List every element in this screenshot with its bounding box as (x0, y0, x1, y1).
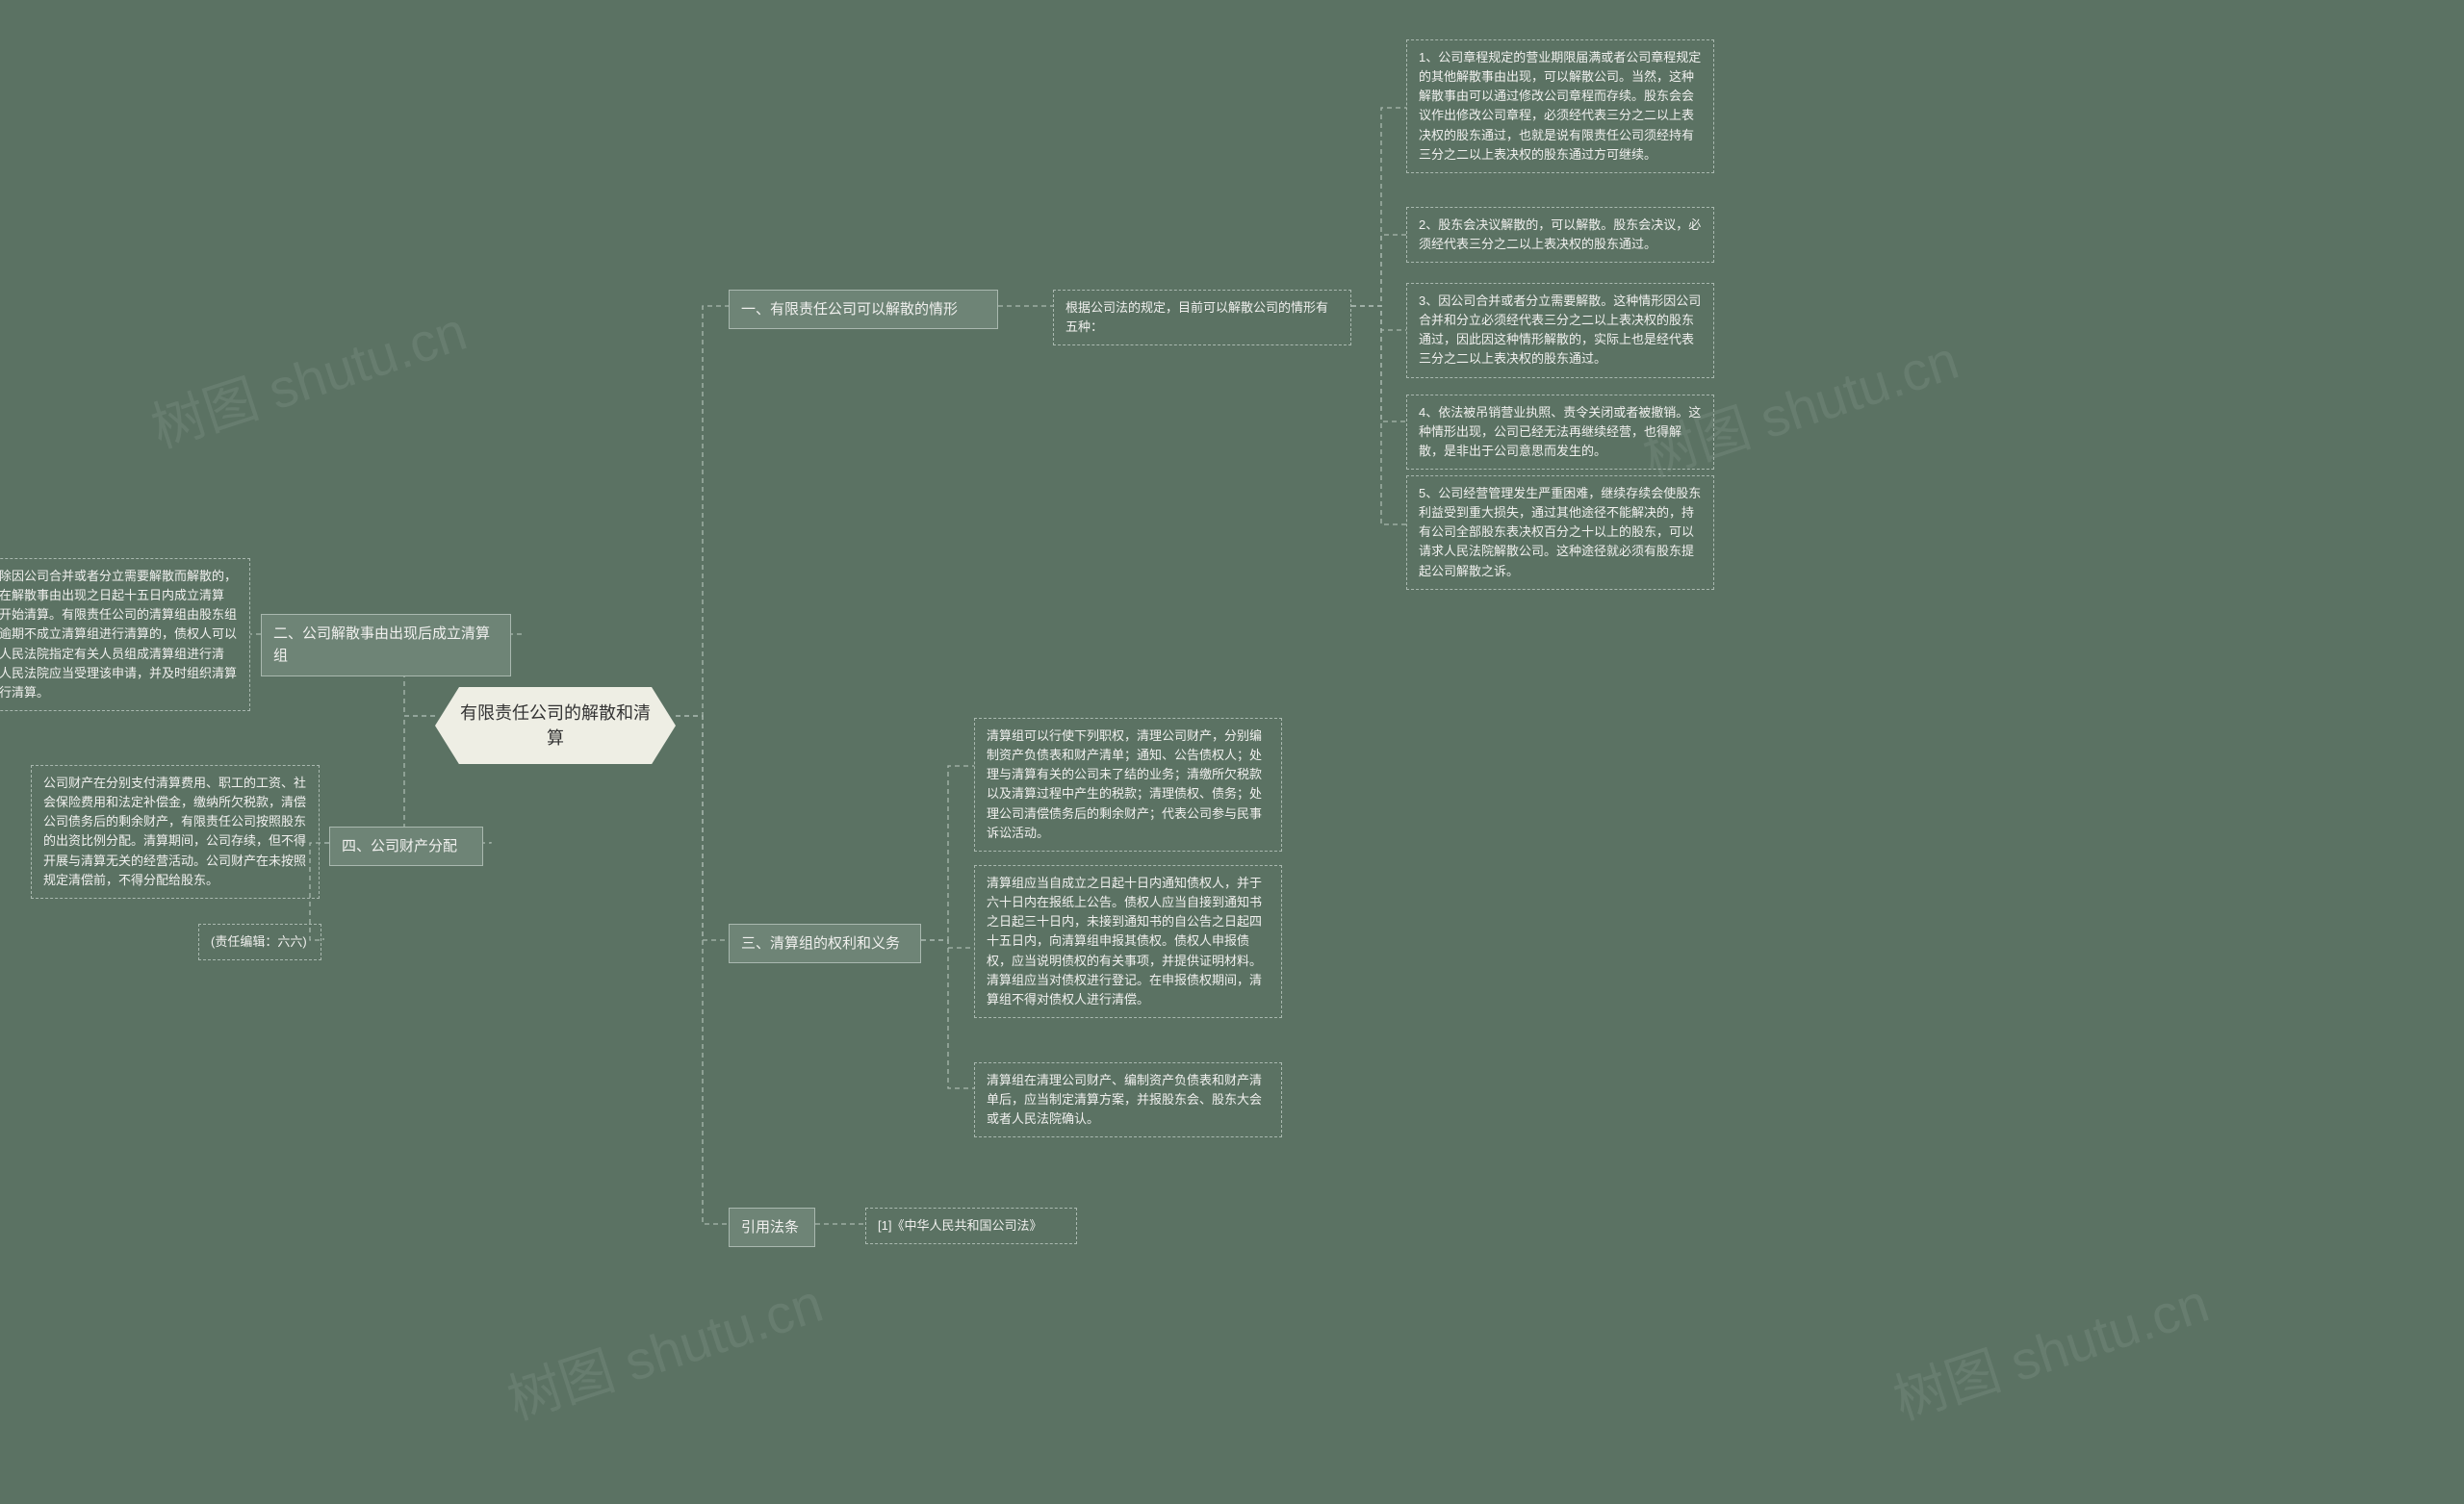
watermark: 树图 shutu.cn (141, 289, 475, 464)
leaf-three-3: 清算组在清理公司财产、编制资产负债表和财产清单后，应当制定清算方案，并报股东会、… (974, 1062, 1282, 1137)
leaf-two: 公司除因公司合并或者分立需要解散而解散的，应当在解散事由出现之日起十五日内成立清… (0, 558, 250, 711)
leaf-three-1: 清算组可以行使下列职权，清理公司财产，分别编制资产负债表和财产清单；通知、公告债… (974, 718, 1282, 852)
leaf-four-2: (责任编辑：六六) (198, 924, 321, 960)
watermark: 树图 shutu.cn (1883, 1261, 2218, 1436)
branch-two: 二、公司解散事由出现后成立清算组 (261, 614, 511, 676)
root-node: 有限责任公司的解散和清算 (435, 687, 676, 764)
leaf-one-2: 2、股东会决议解散的，可以解散。股东会决议，必须经代表三分之二以上表决权的股东通… (1406, 207, 1714, 263)
leaf-one-5: 5、公司经营管理发生严重困难，继续存续会使股东利益受到重大损失，通过其他途径不能… (1406, 475, 1714, 590)
leaf-ref-1: [1]《中华人民共和国公司法》 (865, 1208, 1077, 1244)
leaf-one-3: 3、因公司合并或者分立需要解散。这种情形因公司合并和分立必须经代表三分之二以上表… (1406, 283, 1714, 378)
leaf-one-4: 4、依法被吊销营业执照、责令关闭或者被撤销。这种情形出现，公司已经无法再继续经营… (1406, 395, 1714, 470)
branch-three: 三、清算组的权利和义务 (729, 924, 921, 963)
leaf-three-2: 清算组应当自成立之日起十日内通知债权人，并于六十日内在报纸上公告。债权人应当自接… (974, 865, 1282, 1018)
watermark: 树图 shutu.cn (497, 1261, 832, 1436)
leaf-four-1: 公司财产在分别支付清算费用、职工的工资、社会保险费用和法定补偿金，缴纳所欠税款，… (31, 765, 320, 899)
leaf-one-intro: 根据公司法的规定，目前可以解散公司的情形有五种： (1053, 290, 1351, 345)
branch-four: 四、公司财产分配 (329, 827, 483, 866)
leaf-one-1: 1、公司章程规定的营业期限届满或者公司章程规定的其他解散事由出现，可以解散公司。… (1406, 39, 1714, 173)
branch-one: 一、有限责任公司可以解散的情形 (729, 290, 998, 329)
branch-ref: 引用法条 (729, 1208, 815, 1247)
